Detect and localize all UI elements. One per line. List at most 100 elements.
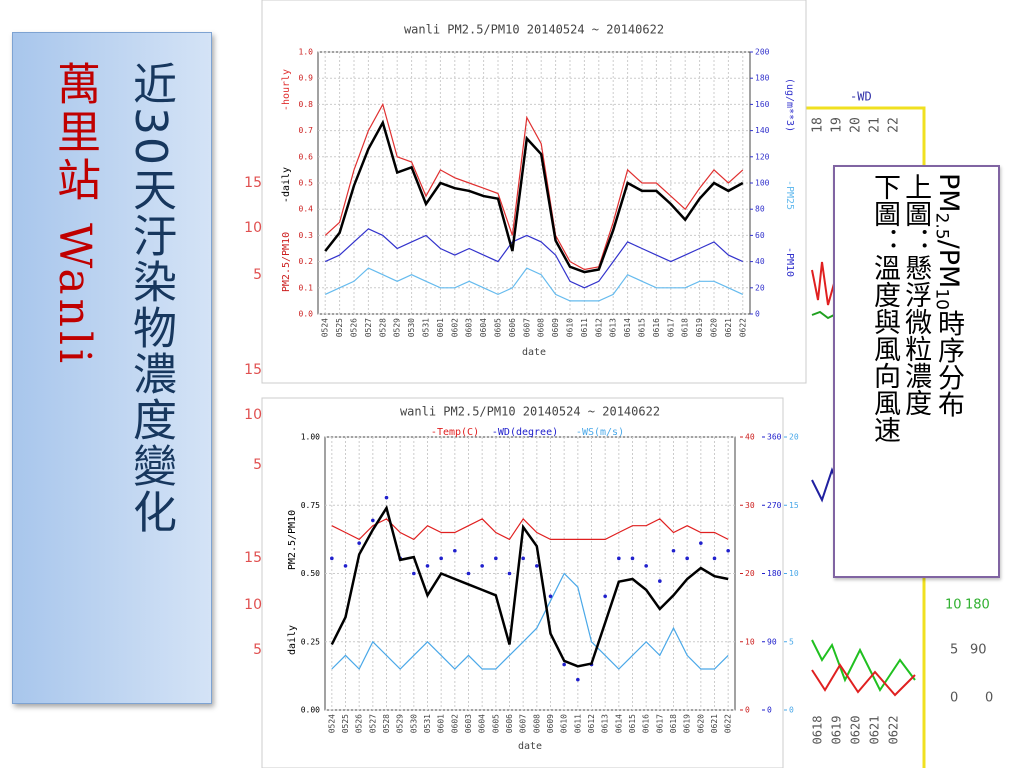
data-point <box>330 556 334 561</box>
y-tick-label: 0.9 <box>299 74 314 83</box>
y2-axis-label: (ug/m**3) <box>784 78 795 132</box>
x-tick-label: 0530 <box>409 714 418 733</box>
slide-title: 近30天汙染物濃度變化 <box>125 61 176 535</box>
background-label: 5 <box>253 457 262 473</box>
data-point <box>384 495 389 500</box>
station-label: 萬里站 Wanli <box>42 61 106 703</box>
data-point <box>712 556 717 561</box>
y-axis-label: PM2.5/PM10 <box>281 232 292 292</box>
x-tick-label: 0528 <box>382 714 391 733</box>
y-tick-label: 30 <box>745 501 755 510</box>
legend-label: -PM25 <box>784 180 795 210</box>
x-tick-label: 0606 <box>508 318 517 337</box>
data-line <box>330 504 729 668</box>
title-box: 萬里站 Wanli 近30天汙染物濃度變化 <box>12 32 212 704</box>
background-label: 10 <box>945 598 962 613</box>
x-tick-label: 0621 <box>724 318 733 337</box>
data-line <box>324 228 744 289</box>
background-label: -WD <box>850 90 872 104</box>
x-tick-label: 0607 <box>522 318 531 337</box>
x-tick-label: 0618 <box>669 714 678 733</box>
y-tick-label: 20 <box>745 569 755 578</box>
y-tick-label: 120 <box>755 152 770 161</box>
x-tick-label: 0615 <box>628 714 637 733</box>
background-line <box>811 310 837 320</box>
y-tick-label: 180 <box>767 569 782 578</box>
x-tick-label: 0605 <box>494 318 503 337</box>
y-tick-label: 40 <box>755 257 765 266</box>
legend-label: daily <box>287 625 298 655</box>
chart-image <box>261 397 784 768</box>
y-tick-label: 80 <box>755 205 765 214</box>
x-tick-label: 0610 <box>560 714 569 733</box>
data-point <box>726 548 730 553</box>
x-tick-label: 0528 <box>378 318 387 337</box>
data-point <box>412 571 416 576</box>
y-tick-label: 1.00 <box>301 433 320 442</box>
x-tick-label: 0526 <box>350 318 359 337</box>
background-label: 19 <box>830 117 845 133</box>
note-text: PM2.5/PM10時序分布 上圖：懸浮微粒濃度 下圖：溫度與風向風速 <box>869 173 964 576</box>
y-tick-label: 20 <box>755 283 765 292</box>
x-tick-label: 0603 <box>464 714 473 733</box>
background-label: 0620 <box>849 716 863 745</box>
data-line <box>331 572 729 671</box>
x-tick-label: 0613 <box>609 318 618 337</box>
background-label: 15 <box>244 550 262 566</box>
x-tick-label: 0526 <box>355 714 364 733</box>
x-tick-label: 0609 <box>546 714 555 733</box>
y-tick-label: 40 <box>745 433 755 442</box>
y-tick-label: 5 <box>789 637 794 646</box>
x-tick-label: 0614 <box>623 318 632 337</box>
chart-title: wanli PM2.5/PM10 20140524 ~ 20140622 <box>404 23 664 37</box>
y-tick-label: 100 <box>755 179 770 188</box>
x-tick-label: 0616 <box>642 714 651 733</box>
data-line <box>324 119 744 274</box>
x-tick-label: 0524 <box>327 714 336 733</box>
data-point <box>480 564 484 568</box>
data-point <box>425 564 430 568</box>
background-label: 0618 <box>811 716 825 745</box>
note-box: PM2.5/PM10時序分布 上圖：懸浮微粒濃度 下圖：溫度與風向風速 <box>833 165 1000 578</box>
x-tick-label: 0525 <box>335 318 344 337</box>
note-part: /PM <box>933 239 965 289</box>
data-point <box>548 594 553 599</box>
y-tick-label: 10 <box>745 637 755 646</box>
data-point <box>357 541 361 545</box>
data-line <box>331 517 729 541</box>
x-tick-label: 0601 <box>436 318 445 337</box>
x-tick-label: 0611 <box>573 714 582 733</box>
x-tick-label: 0604 <box>479 318 488 337</box>
data-point <box>439 556 443 561</box>
background-label: 21 <box>868 117 883 133</box>
data-point <box>521 556 525 561</box>
y-tick-label: 160 <box>755 100 770 109</box>
y-tick-label: 90 <box>767 637 777 646</box>
data-point <box>535 564 539 568</box>
x-tick-label: 0530 <box>407 318 416 337</box>
x-tick-label: 0617 <box>655 714 664 733</box>
y-tick-label: 0.00 <box>301 706 320 715</box>
data-point <box>617 556 621 561</box>
legend-label: -hourly <box>281 69 292 111</box>
station-name-en: Wanli <box>49 223 100 368</box>
station-name: 萬里站 <box>49 61 100 205</box>
x-tick-label: 0602 <box>450 318 459 337</box>
background-label: 90 <box>970 643 987 658</box>
background-label: 18 <box>811 117 826 133</box>
data-point <box>453 548 457 553</box>
x-tick-label: 0619 <box>695 318 704 337</box>
legend-label: -daily <box>281 167 292 203</box>
background-label: 10 <box>244 407 262 423</box>
background-label: 0 <box>950 691 958 706</box>
x-axis-label: date <box>518 741 542 752</box>
note-part: 時序分布 <box>933 309 965 418</box>
y-tick-label: 270 <box>767 501 782 510</box>
background-label: 5 <box>950 643 958 658</box>
y-tick-label: 0 <box>767 706 772 715</box>
note-part: PM <box>933 173 965 213</box>
y-tick-label: 15 <box>789 501 799 510</box>
x-tick-label: 0527 <box>368 714 377 733</box>
x-tick-label: 0612 <box>594 318 603 337</box>
background-label: 10 <box>244 220 262 236</box>
